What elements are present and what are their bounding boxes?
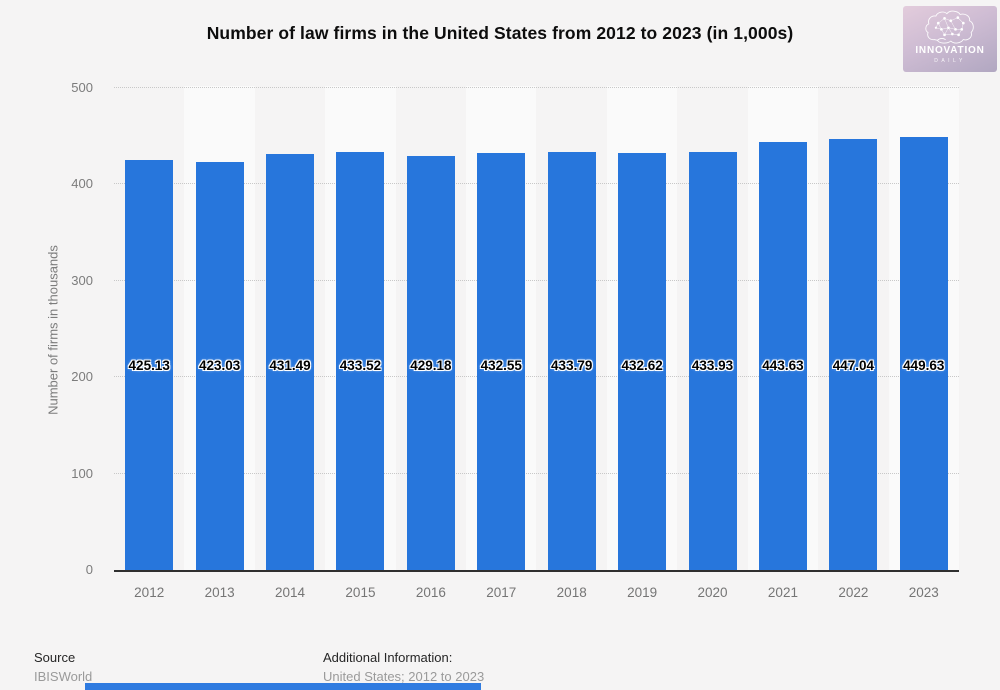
source-block: Source IBISWorld <box>34 650 92 684</box>
bar-2017 <box>477 153 526 570</box>
y-tick-label: 300 <box>71 272 93 288</box>
logo-subtitle: DAILY <box>934 58 966 64</box>
bar-value-label: 433.79 <box>551 358 593 373</box>
y-tick-label: 100 <box>71 465 93 481</box>
x-tick-label: 2017 <box>486 585 517 600</box>
bar-2013 <box>195 162 244 570</box>
bar-2018 <box>547 151 596 570</box>
x-tick-label: 2022 <box>838 585 869 600</box>
bar-value-label: 431.49 <box>269 358 311 373</box>
bar-2016 <box>406 156 455 570</box>
gridline <box>114 376 959 378</box>
additional-info-value: United States; 2012 to 2023 <box>323 669 485 684</box>
bar-2014 <box>266 154 315 570</box>
x-tick-label: 2020 <box>697 585 728 600</box>
x-tick-label: 2016 <box>415 585 446 600</box>
gridline <box>114 183 959 185</box>
bar-value-label: 447.04 <box>832 358 875 373</box>
bar-2012 <box>125 160 174 570</box>
bar-value-label: 449.63 <box>903 358 945 373</box>
innovation-daily-logo: INNOVATION DAILY <box>903 6 997 72</box>
bar-value-label: 423.03 <box>198 358 241 373</box>
gridline <box>114 279 959 281</box>
bar-value-label: 429.18 <box>410 358 452 373</box>
x-tick-label: 2018 <box>556 585 587 600</box>
source-value: IBISWorld <box>34 669 93 684</box>
y-tick-label: 0 <box>85 562 93 577</box>
bar-2022 <box>829 139 878 570</box>
y-axis-title: Number of firms in thousands <box>45 245 61 415</box>
bar-2019 <box>618 152 667 570</box>
logo-wordmark: INNOVATION <box>915 45 985 56</box>
bar-2021 <box>758 142 807 570</box>
bar-value-label: 425.13 <box>128 358 170 373</box>
x-tick-label: 2019 <box>627 585 658 600</box>
y-tick-label: 200 <box>71 369 93 385</box>
y-tick-label: 500 <box>71 80 93 95</box>
x-tick-label: 2013 <box>204 585 235 600</box>
bar-value-label: 432.62 <box>621 358 663 373</box>
x-tick-label: 2021 <box>767 585 798 600</box>
x-tick-label: 2015 <box>345 585 376 600</box>
bar-value-label: 443.63 <box>762 358 804 373</box>
x-tick-label: 2012 <box>134 585 165 600</box>
bar-value-label: 433.93 <box>691 358 734 373</box>
source-label: Source <box>34 650 76 665</box>
bar-value-label: 432.55 <box>480 358 522 373</box>
bar-2020 <box>688 151 737 570</box>
chart-title: Number of law firms in the United States… <box>206 23 794 43</box>
x-tick-label: 2014 <box>275 585 306 600</box>
x-axis-line <box>114 570 959 572</box>
additional-info-block: Additional Information: United States; 2… <box>323 650 484 684</box>
gridline <box>114 472 959 474</box>
bar-2023 <box>899 136 948 570</box>
x-tick-label: 2023 <box>908 585 939 600</box>
bar-2015 <box>336 152 385 570</box>
additional-info-label: Additional Information: <box>323 650 453 665</box>
bottom-accent-strip <box>85 683 481 690</box>
bar-value-label: 433.52 <box>339 358 382 373</box>
y-tick-label: 400 <box>71 176 93 192</box>
gridline <box>114 87 959 88</box>
brain-network-icon <box>925 10 974 44</box>
